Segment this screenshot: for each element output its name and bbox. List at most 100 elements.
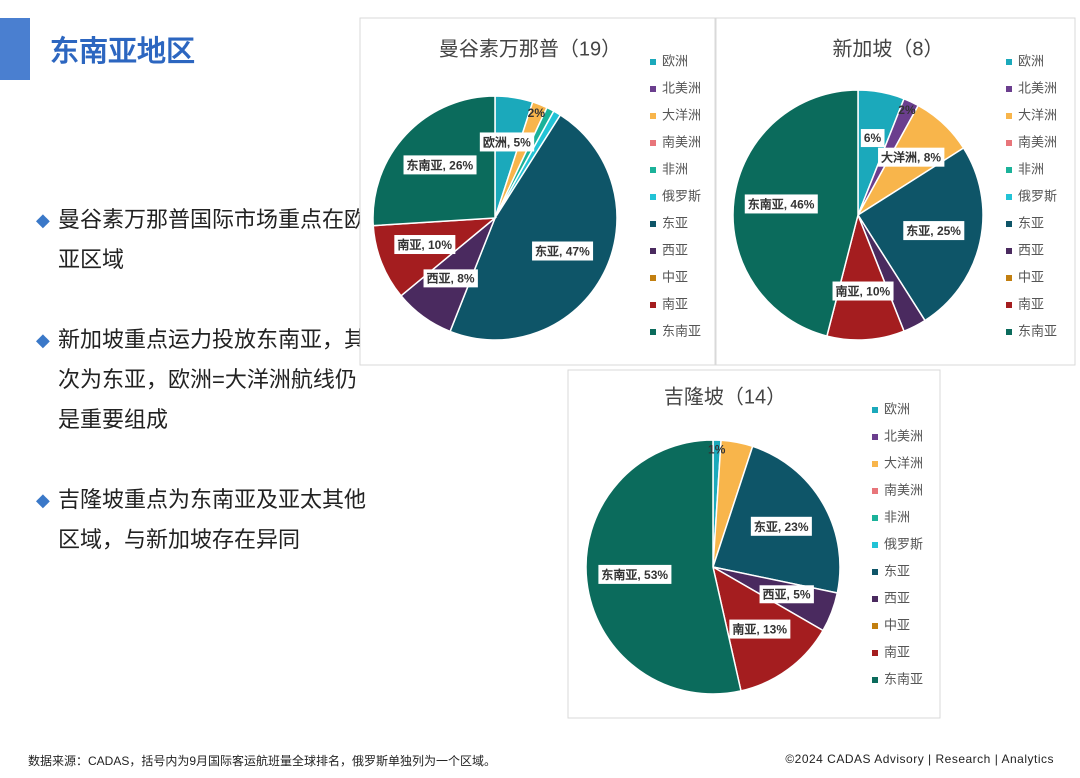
legend-swatch — [872, 515, 878, 521]
legend-swatch — [650, 113, 656, 119]
chart-title: 曼谷素万那普（19） — [439, 37, 621, 60]
copyright: ©2024 CADAS Advisory | Research | Analyt… — [785, 752, 1054, 766]
legend-label: 北美洲 — [1018, 80, 1057, 95]
legend-label: 俄罗斯 — [1018, 188, 1057, 203]
header-bar — [0, 18, 30, 80]
data-label-box — [860, 129, 885, 148]
legend-swatch — [1006, 167, 1012, 173]
pie-slice — [449, 113, 618, 341]
data-label: 南亚, 10% — [397, 237, 452, 252]
legend-label: 北美洲 — [662, 80, 701, 95]
data-label: 西亚, 8% — [427, 271, 475, 285]
legend-label: 大洋洲 — [662, 107, 701, 122]
pie-slice — [826, 212, 905, 341]
data-label: 东南亚, 53% — [601, 567, 668, 582]
legend-swatch — [872, 542, 878, 548]
legend-swatch — [650, 167, 656, 173]
data-label-box — [729, 619, 791, 639]
legend-label: 欧洲 — [1018, 53, 1044, 68]
legend-swatch — [872, 407, 878, 413]
legend-swatch — [1006, 329, 1012, 335]
data-label-box — [598, 564, 672, 584]
legend-swatch — [650, 140, 656, 146]
data-label: 南亚, 10% — [836, 284, 891, 299]
legend-label: 南亚 — [884, 644, 910, 659]
legend-swatch — [650, 329, 656, 335]
legend-label: 欧洲 — [662, 53, 688, 68]
data-label: 西亚, 5% — [763, 587, 811, 601]
source-note: 数据来源：CADAS，括号内为9月国际客运航班量全球排名，俄罗斯单独列为一个区域… — [28, 754, 497, 768]
data-label: 东亚, 23% — [754, 519, 809, 534]
data-label: 2% — [898, 103, 916, 117]
legend-label: 欧洲 — [884, 401, 910, 416]
legend-swatch — [650, 59, 656, 65]
legend-label: 大洋洲 — [884, 455, 923, 470]
data-label-box — [423, 269, 478, 288]
legend-label: 东亚 — [662, 215, 688, 230]
chart-title: 吉隆坡（14） — [664, 385, 786, 408]
legend-swatch — [872, 434, 878, 440]
legend-swatch — [872, 650, 878, 656]
legend-swatch — [1006, 113, 1012, 119]
data-label: 东亚, 47% — [535, 244, 590, 259]
legend-swatch — [872, 596, 878, 602]
legend-label: 南亚 — [1018, 296, 1044, 311]
legend-label: 南亚 — [662, 296, 688, 311]
legend-swatch — [872, 677, 878, 683]
legend-swatch — [872, 461, 878, 467]
legend-swatch — [650, 221, 656, 227]
data-label: 欧洲, 5% — [483, 134, 531, 149]
legend-label: 俄罗斯 — [884, 536, 923, 551]
data-label-box — [750, 516, 812, 536]
legend-label: 东亚 — [884, 563, 910, 578]
legend-swatch — [650, 275, 656, 281]
legend-label: 中亚 — [884, 617, 910, 632]
legend-swatch — [872, 623, 878, 629]
legend-label: 西亚 — [662, 242, 688, 257]
bullet: 新加坡重点运力投放东南亚，其次为东亚，欧洲=大洋洲航线仍是重要组成 — [36, 320, 378, 440]
data-label-box — [394, 235, 456, 255]
data-label: 南亚, 13% — [732, 622, 787, 637]
data-label-box — [832, 281, 894, 301]
data-label-box — [878, 147, 945, 167]
legend-label: 南美洲 — [884, 482, 923, 497]
legend-label: 南美洲 — [662, 134, 701, 149]
legend-swatch — [1006, 140, 1012, 146]
legend-swatch — [650, 194, 656, 200]
legend-label: 非洲 — [1018, 161, 1044, 176]
legend-label: 西亚 — [884, 590, 910, 605]
legend-label: 南美洲 — [1018, 134, 1057, 149]
legend-swatch — [872, 488, 878, 494]
legend-label: 东南亚 — [1018, 323, 1057, 338]
legend-swatch — [1006, 194, 1012, 200]
legend-label: 东南亚 — [884, 671, 923, 686]
data-label-box — [403, 155, 477, 175]
legend-label: 中亚 — [1018, 269, 1044, 284]
legend-label: 东南亚 — [662, 323, 701, 338]
data-label: 东亚, 25% — [906, 223, 961, 238]
data-label: 东南亚, 26% — [407, 157, 474, 172]
legend-swatch — [1006, 275, 1012, 281]
legend-swatch — [1006, 59, 1012, 65]
chart-title: 新加坡（8） — [832, 37, 943, 60]
data-label-box — [744, 194, 818, 214]
data-label: 2% — [528, 106, 546, 120]
data-label: 6% — [864, 131, 882, 145]
legend-label: 北美洲 — [884, 428, 923, 443]
legend-swatch — [1006, 302, 1012, 308]
legend-label: 非洲 — [884, 509, 910, 524]
legend-label: 俄罗斯 — [662, 188, 701, 203]
legend-swatch — [872, 569, 878, 575]
data-label-box — [532, 241, 594, 261]
bullet: 曼谷素万那普国际市场重点在欧亚区域 — [36, 200, 378, 280]
bullet: 吉隆坡重点为东南亚及亚太其他区域，与新加坡存在异同 — [36, 480, 378, 560]
data-label-box — [903, 221, 965, 241]
legend-swatch — [650, 302, 656, 308]
legend-label: 西亚 — [1018, 242, 1044, 257]
legend-swatch — [1006, 86, 1012, 92]
data-label-box — [759, 585, 814, 604]
data-label: 1% — [708, 442, 726, 456]
legend-label: 大洋洲 — [1018, 107, 1057, 122]
